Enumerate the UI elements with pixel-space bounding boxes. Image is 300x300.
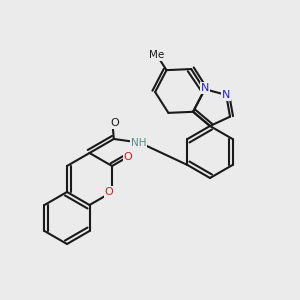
Text: N: N (201, 83, 209, 93)
Text: N: N (222, 90, 230, 100)
Text: O: O (124, 152, 133, 162)
Text: NH: NH (131, 138, 146, 148)
Text: O: O (105, 187, 113, 197)
Text: O: O (110, 118, 119, 128)
Text: Me: Me (149, 50, 164, 60)
